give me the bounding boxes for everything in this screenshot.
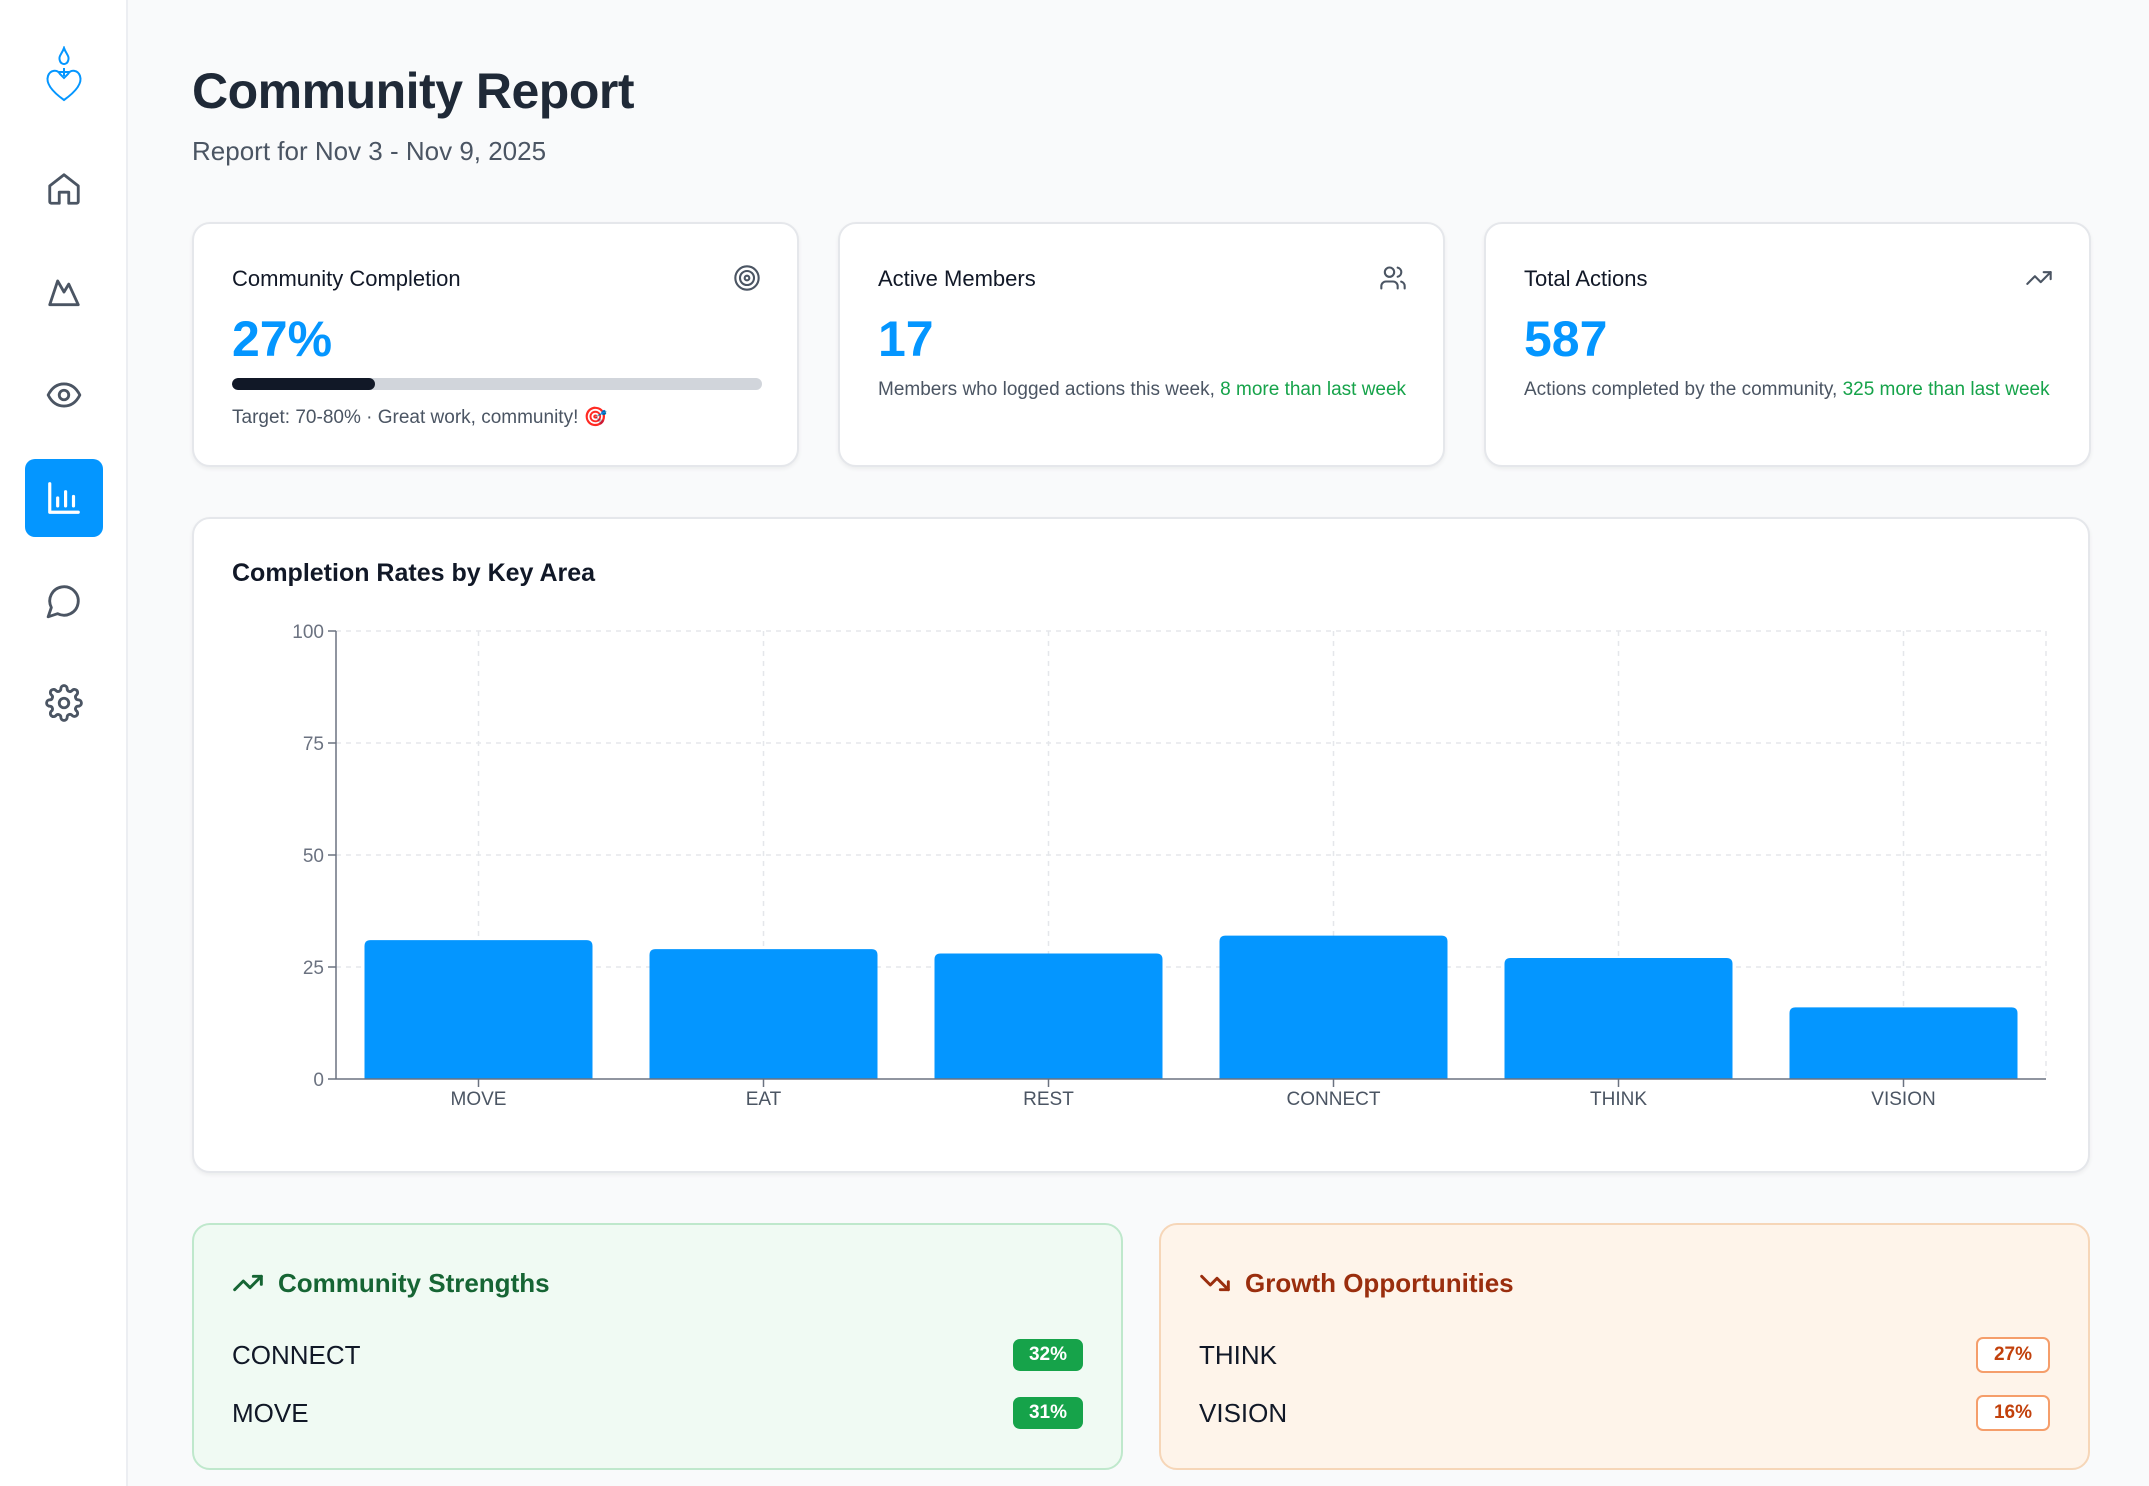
y-tick-label: 75 [303, 734, 324, 755]
x-tick-label: VISION [1871, 1089, 1935, 1110]
bar-think [1504, 958, 1733, 1079]
y-tick-label: 0 [313, 1070, 324, 1091]
growth-row: THINK 27% [1199, 1337, 2050, 1373]
target-text: Target: 70-80% · Great work, community! … [232, 407, 608, 428]
stat-label: Community Completion [232, 266, 461, 291]
strengths-title: Community Strengths [278, 1267, 550, 1298]
community-strengths-panel: Community Strengths CONNECT 32% MOVE 31% [192, 1223, 1123, 1470]
settings-icon [45, 684, 83, 722]
bar-connect [1219, 935, 1448, 1079]
strength-badge: 31% [1012, 1397, 1083, 1429]
completion-progress-bar [232, 378, 762, 390]
nav-mountain[interactable] [25, 253, 103, 331]
strength-name: MOVE [232, 1397, 309, 1428]
chart-title: Completion Rates by Key Area [232, 559, 596, 587]
x-tick-label: EAT [746, 1089, 782, 1110]
stat-desc-text: Actions completed by the community, [1524, 379, 1843, 400]
strength-name: CONNECT [232, 1339, 361, 1370]
stat-description: Actions completed by the community, 325 … [1524, 377, 2064, 402]
growth-name: THINK [1199, 1339, 1277, 1370]
sacred-heart-logo[interactable] [40, 46, 88, 104]
strength-badge: 32% [1012, 1339, 1083, 1371]
y-tick-label: 25 [303, 958, 324, 979]
strength-row: MOVE 31% [232, 1396, 1083, 1430]
nav-reports[interactable] [25, 459, 103, 537]
bar-vision [1789, 1007, 2018, 1079]
growth-name: VISION [1199, 1397, 1288, 1428]
home-icon [48, 173, 80, 205]
x-tick-label: THINK [1590, 1089, 1647, 1110]
report-date-range: Report for Nov 3 - Nov 9, 2025 [192, 136, 547, 166]
y-tick-label: 100 [292, 622, 324, 643]
sidebar [0, 0, 128, 1486]
nav-settings[interactable] [25, 664, 103, 742]
trending-down-icon [1200, 1274, 1230, 1292]
bar-rest [934, 953, 1163, 1079]
x-tick-label: REST [1023, 1089, 1074, 1110]
stat-value: 27% [232, 311, 333, 367]
stat-delta: 8 more than last week [1220, 379, 1407, 400]
growth-row: VISION 16% [1199, 1395, 2050, 1431]
mountain-icon [48, 279, 80, 307]
growth-opportunities-panel: Growth Opportunities THINK 27% VISION 16… [1159, 1223, 2090, 1470]
trending-up-icon [233, 1274, 263, 1292]
completion-bar-chart: 0 25 50 75 100 MOVE EAT REST CONNECT THINK VISION [292, 622, 2047, 1110]
growth-badge: 16% [1975, 1395, 2050, 1431]
total-actions-card: Total Actions 587 Actions completed by t… [1484, 222, 2091, 467]
trending-up-icon [2026, 271, 2052, 285]
growth-badge: 27% [1975, 1337, 2050, 1373]
nav-chat[interactable] [25, 562, 103, 640]
chat-icon [46, 585, 80, 619]
nav-home[interactable] [25, 150, 103, 228]
users-icon [1380, 266, 1406, 290]
bar-move [364, 940, 593, 1079]
x-tick-label: CONNECT [1287, 1089, 1381, 1110]
stat-label: Active Members [878, 266, 1036, 291]
target-icon [734, 265, 760, 291]
strength-row: CONNECT 32% [232, 1338, 1083, 1372]
stat-delta: 325 more than last week [1842, 379, 2050, 400]
y-tick-label: 50 [303, 846, 324, 867]
stat-label: Total Actions [1524, 266, 1648, 291]
nav-eye[interactable] [25, 356, 103, 434]
stat-desc-text: Members who logged actions this week, [878, 379, 1221, 400]
community-completion-card: Community Completion 27% Target: 70-80% … [192, 222, 799, 467]
growth-header: Growth Opportunities [1199, 1267, 1514, 1299]
stat-value: 587 [1524, 311, 1608, 367]
stat-description: Members who logged actions this week, 8 … [878, 377, 1418, 402]
strengths-header: Community Strengths [232, 1267, 550, 1299]
completion-chart-card: Completion Rates by Key Area 0 25 50 75 100 M… [192, 517, 2090, 1173]
active-members-card: Active Members 17 Members who logged act… [838, 222, 1445, 467]
eye-icon [46, 382, 82, 408]
bar-chart-icon [48, 482, 80, 514]
x-tick-label: MOVE [451, 1089, 507, 1110]
completion-progress-fill [232, 378, 376, 390]
growth-title: Growth Opportunities [1245, 1267, 1514, 1298]
page-title: Community Report [192, 63, 635, 119]
stat-value: 17 [878, 311, 934, 367]
bar-eat [649, 949, 878, 1079]
